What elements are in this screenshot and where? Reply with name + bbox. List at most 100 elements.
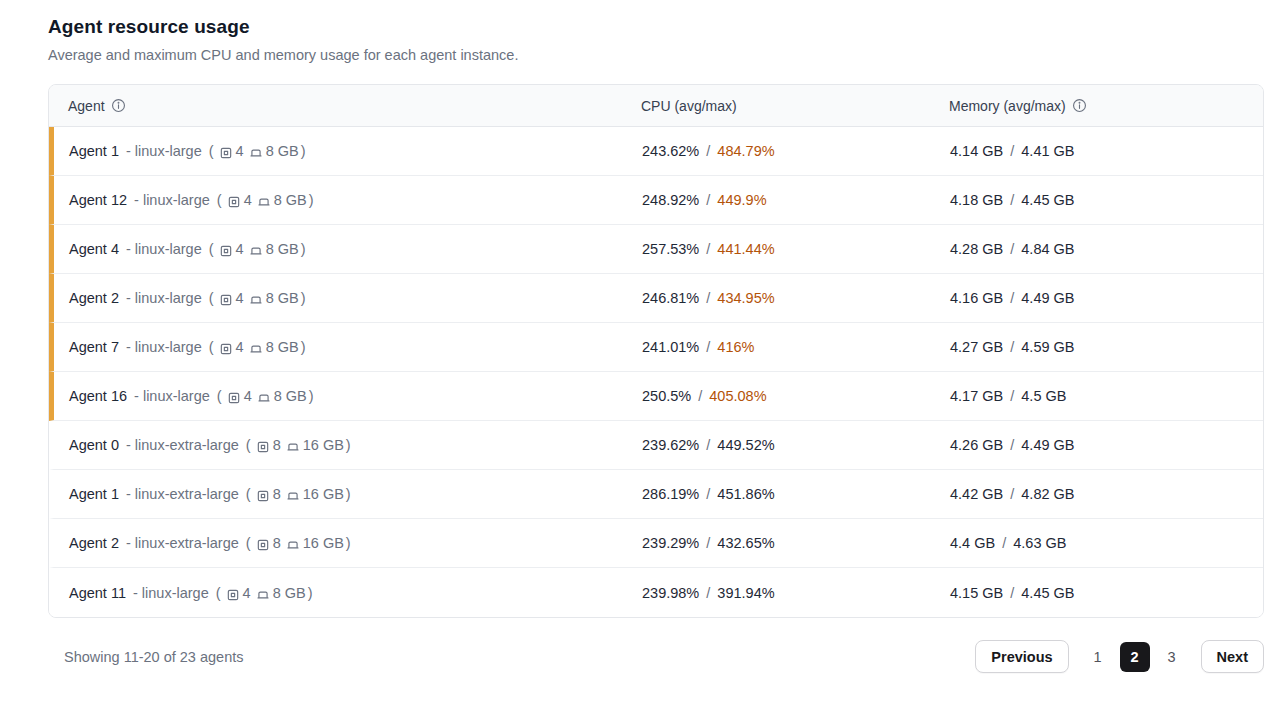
memory-icon bbox=[257, 391, 271, 405]
agent-memory-size: 8 GB bbox=[273, 585, 306, 601]
cpu-avg-value: 250.5% bbox=[642, 388, 691, 404]
agent-cpu-count: 4 bbox=[244, 192, 252, 208]
table-row[interactable]: Agent 0 - linux-extra-large ( 8 16 GB ) bbox=[49, 421, 1263, 470]
table-row[interactable]: Agent 16 - linux-large ( 4 8 GB ) bbox=[49, 372, 1263, 421]
agent-usage-table: Agent CPU (avg/max) Memory (avg/max) bbox=[48, 84, 1264, 618]
cpu-avg-value: 257.53% bbox=[642, 241, 699, 257]
cpu-max-value: 451.86% bbox=[717, 486, 774, 502]
agent-memory-size: 8 GB bbox=[274, 192, 307, 208]
agent-cell: Agent 2 - linux-large ( 4 8 GB ) bbox=[69, 290, 642, 306]
value-separator: / bbox=[1007, 585, 1017, 601]
paren-open: ( bbox=[246, 486, 251, 502]
memory-icon bbox=[249, 342, 263, 356]
value-separator: / bbox=[1007, 192, 1017, 208]
agent-name: Agent 1 bbox=[69, 486, 119, 502]
column-header-cpu-label: CPU (avg/max) bbox=[641, 98, 737, 114]
memory-usage-cell: 4.16 GB / 4.49 GB bbox=[950, 290, 1263, 306]
cpu-usage-cell: 239.62% / 449.52% bbox=[642, 437, 950, 453]
table-row[interactable]: Agent 7 - linux-large ( 4 8 GB ) bbox=[49, 323, 1263, 372]
info-icon[interactable] bbox=[1072, 98, 1087, 113]
agent-memory-size: 8 GB bbox=[266, 143, 299, 159]
paren-open: ( bbox=[217, 388, 222, 404]
memory-usage-cell: 4.17 GB / 4.5 GB bbox=[950, 388, 1263, 404]
column-header-memory: Memory (avg/max) bbox=[949, 98, 1263, 114]
agent-name: Agent 16 bbox=[69, 388, 127, 404]
value-separator: / bbox=[703, 585, 713, 601]
cpu-max-value: 416% bbox=[717, 339, 754, 355]
previous-page-button[interactable]: Previous bbox=[975, 640, 1068, 673]
agent-instance-type: - linux-large bbox=[126, 339, 202, 355]
cpu-usage-cell: 286.19% / 451.86% bbox=[642, 486, 950, 502]
value-separator: / bbox=[1007, 388, 1017, 404]
page-button-2[interactable]: 2 bbox=[1120, 642, 1150, 672]
agent-specs: ( 4 8 GB ) bbox=[217, 388, 314, 404]
agent-instance-type: - linux-extra-large bbox=[126, 486, 239, 502]
column-header-cpu: CPU (avg/max) bbox=[641, 98, 949, 114]
info-icon[interactable] bbox=[111, 98, 126, 113]
memory-icon bbox=[257, 195, 271, 209]
memory-icon bbox=[256, 588, 270, 602]
paren-open: ( bbox=[209, 143, 214, 159]
memory-max-value: 4.41 GB bbox=[1021, 143, 1074, 159]
cpu-chip-icon bbox=[219, 293, 233, 307]
page-button-3[interactable]: 3 bbox=[1157, 642, 1187, 672]
agent-name: Agent 4 bbox=[69, 241, 119, 257]
table-row[interactable]: Agent 2 - linux-large ( 4 8 GB ) bbox=[49, 274, 1263, 323]
memory-avg-value: 4.16 GB bbox=[950, 290, 1003, 306]
agent-cell: Agent 4 - linux-large ( 4 8 GB ) bbox=[69, 241, 642, 257]
page-button-1[interactable]: 1 bbox=[1083, 642, 1113, 672]
paren-open: ( bbox=[246, 437, 251, 453]
memory-avg-value: 4.26 GB bbox=[950, 437, 1003, 453]
agent-cpu-count: 8 bbox=[273, 535, 281, 551]
agent-memory-size: 8 GB bbox=[266, 290, 299, 306]
value-separator: / bbox=[703, 241, 713, 257]
memory-avg-value: 4.42 GB bbox=[950, 486, 1003, 502]
agent-cell: Agent 1 - linux-large ( 4 8 GB ) bbox=[69, 143, 642, 159]
memory-icon bbox=[286, 489, 300, 503]
agent-instance-type: - linux-large bbox=[133, 585, 209, 601]
cpu-max-value: 432.65% bbox=[717, 535, 774, 551]
agent-specs: ( 4 8 GB ) bbox=[209, 339, 306, 355]
memory-usage-cell: 4.4 GB / 4.63 GB bbox=[950, 535, 1263, 551]
cpu-usage-cell: 239.98% / 391.94% bbox=[642, 585, 950, 601]
cpu-max-value: 449.52% bbox=[717, 437, 774, 453]
table-header-row: Agent CPU (avg/max) Memory (avg/max) bbox=[49, 85, 1263, 127]
value-separator: / bbox=[1007, 339, 1017, 355]
table-row[interactable]: Agent 2 - linux-extra-large ( 8 16 GB ) bbox=[49, 519, 1263, 568]
agent-memory-size: 8 GB bbox=[266, 339, 299, 355]
agent-instance-type: - linux-large bbox=[126, 290, 202, 306]
value-separator: / bbox=[703, 486, 713, 502]
value-separator: / bbox=[1007, 290, 1017, 306]
memory-max-value: 4.59 GB bbox=[1021, 339, 1074, 355]
cpu-avg-value: 286.19% bbox=[642, 486, 699, 502]
table-row[interactable]: Agent 1 - linux-extra-large ( 8 16 GB ) bbox=[49, 470, 1263, 519]
paren-close: ) bbox=[301, 290, 306, 306]
next-page-button[interactable]: Next bbox=[1201, 640, 1264, 673]
agent-cpu-count: 8 bbox=[273, 486, 281, 502]
paren-close: ) bbox=[346, 486, 351, 502]
memory-max-value: 4.84 GB bbox=[1021, 241, 1074, 257]
agent-specs: ( 4 8 GB ) bbox=[209, 290, 306, 306]
memory-usage-cell: 4.18 GB / 4.45 GB bbox=[950, 192, 1263, 208]
value-separator: / bbox=[703, 535, 713, 551]
agent-specs: ( 4 8 GB ) bbox=[209, 143, 306, 159]
paren-close: ) bbox=[309, 388, 314, 404]
agent-name: Agent 1 bbox=[69, 143, 119, 159]
agent-instance-type: - linux-extra-large bbox=[126, 535, 239, 551]
table-row[interactable]: Agent 11 - linux-large ( 4 8 GB ) bbox=[49, 568, 1263, 617]
paren-close: ) bbox=[346, 535, 351, 551]
cpu-avg-value: 246.81% bbox=[642, 290, 699, 306]
memory-avg-value: 4.28 GB bbox=[950, 241, 1003, 257]
memory-avg-value: 4.17 GB bbox=[950, 388, 1003, 404]
paren-close: ) bbox=[346, 437, 351, 453]
cpu-chip-icon bbox=[227, 391, 241, 405]
value-separator: / bbox=[1007, 143, 1017, 159]
column-header-agent: Agent bbox=[68, 98, 641, 114]
cpu-chip-icon bbox=[256, 538, 270, 552]
table-row[interactable]: Agent 1 - linux-large ( 4 8 GB ) bbox=[49, 127, 1263, 176]
value-separator: / bbox=[703, 290, 713, 306]
memory-icon bbox=[286, 440, 300, 454]
table-row[interactable]: Agent 12 - linux-large ( 4 8 GB ) bbox=[49, 176, 1263, 225]
cpu-avg-value: 239.98% bbox=[642, 585, 699, 601]
table-row[interactable]: Agent 4 - linux-large ( 4 8 GB ) bbox=[49, 225, 1263, 274]
